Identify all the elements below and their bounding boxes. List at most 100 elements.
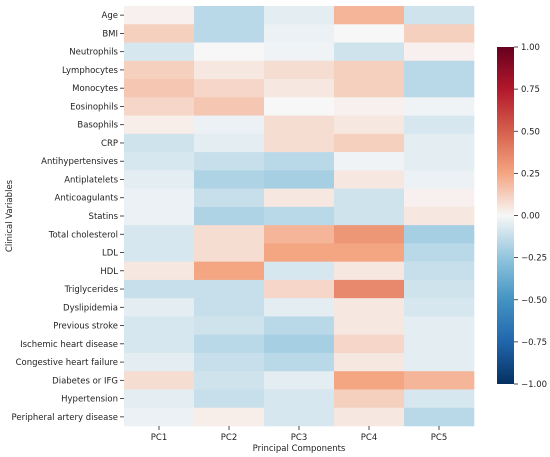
heatmap-cell	[194, 279, 265, 299]
heatmap-cell	[334, 279, 405, 299]
heatmap-cell	[334, 243, 405, 262]
heatmap-cell	[194, 389, 265, 409]
heatmap-cell	[264, 352, 335, 372]
heatmap-cell	[334, 133, 405, 153]
heatmap-cell	[194, 334, 265, 354]
heatmap-cell	[264, 243, 335, 262]
colorbar-tick-label: 0.00	[521, 212, 540, 222]
heatmap-cell	[404, 79, 475, 98]
heatmap-cell	[124, 60, 195, 80]
heatmap-cell	[334, 298, 405, 317]
heatmap-cell	[334, 79, 405, 98]
heatmap-cell	[404, 407, 475, 427]
heatmap-cell	[264, 371, 335, 390]
heatmap-cell	[264, 298, 335, 317]
heatmap-cell	[124, 97, 195, 116]
heatmap-cell	[334, 261, 405, 281]
colorbar-tick-label: −0.75	[521, 338, 547, 348]
heatmap-cell	[334, 42, 405, 62]
heatmap-cell	[404, 261, 475, 281]
y-tick-label: Antihypertensives	[41, 157, 118, 167]
heatmap-cell	[194, 42, 265, 62]
y-tick-label: Ischemic heart disease	[20, 340, 118, 350]
heatmap-cell	[334, 188, 405, 208]
heatmap-cell	[334, 407, 405, 427]
heatmap-cell	[124, 243, 195, 262]
heatmap-cell	[264, 279, 335, 299]
heatmap-cell	[404, 188, 475, 208]
heatmap-cell	[404, 170, 475, 189]
heatmap-cell	[334, 334, 405, 354]
heatmap-cell	[124, 316, 195, 335]
heatmap-cell	[194, 352, 265, 372]
heatmap-cell	[334, 225, 405, 244]
colorbar-tick-label: −0.25	[521, 254, 547, 264]
heatmap-cell	[124, 115, 195, 135]
y-tick-label: Previous stroke	[53, 322, 118, 332]
y-tick-label: LDL	[102, 249, 118, 259]
y-axis-title: Clinical Variables	[5, 179, 15, 252]
heatmap-cell	[264, 261, 335, 281]
heatmap-cell	[404, 279, 475, 299]
x-tick-label: PC4	[361, 433, 377, 443]
heatmap-cell	[264, 97, 335, 116]
x-tick-label: PC5	[431, 433, 447, 443]
heatmap-cell	[264, 115, 335, 135]
y-tick-label: Diabetes or IFG	[52, 376, 118, 386]
heatmap-cell	[124, 225, 195, 244]
colorbar-tick-label: 1.00	[521, 43, 540, 53]
heatmap-cell	[404, 371, 475, 390]
heatmap-cell	[404, 225, 475, 244]
heatmap-cell	[334, 115, 405, 135]
heatmap-cell	[334, 6, 405, 25]
heatmap-cell	[264, 133, 335, 153]
y-tick-label: Monocytes	[72, 84, 118, 94]
heatmap-cell	[124, 206, 195, 226]
heatmap-cell	[194, 115, 265, 135]
heatmap-cell	[124, 6, 195, 25]
y-tick-label: CRP	[101, 139, 118, 149]
heatmap-cell	[264, 206, 335, 226]
heatmap-cell	[124, 152, 195, 171]
y-tick-label: Anticoagulants	[55, 194, 119, 204]
heatmap-cell	[404, 334, 475, 354]
y-tick-label: Total cholesterol	[48, 230, 118, 240]
heatmap-cell	[264, 170, 335, 189]
colorbar	[497, 47, 514, 384]
heatmap-cell	[124, 261, 195, 281]
colorbar-ticks: −1.00 −0.75 −0.50 −0.25 0.00 0.25 0.50 0.75 1.00	[514, 43, 547, 390]
heatmap-cell	[124, 42, 195, 62]
y-tick-label: Dyslipidemia	[63, 303, 118, 313]
heatmap-cell	[334, 316, 405, 335]
heatmap-cell	[194, 170, 265, 189]
heatmap-cell	[124, 170, 195, 189]
heatmap-cell	[404, 316, 475, 335]
heatmap-cell	[404, 389, 475, 409]
heatmap-cell	[334, 152, 405, 171]
heatmap-cell	[404, 60, 475, 80]
heatmap-cell	[404, 115, 475, 135]
heatmap-cell	[124, 298, 195, 317]
y-axis-ticks: Age BMI Neutrophils Lymphocytes Monocytes Eos…	[12, 11, 124, 423]
heatmap-cell	[404, 24, 475, 43]
heatmap-cell	[404, 42, 475, 62]
heatmap-cell	[194, 152, 265, 171]
heatmap-cell	[334, 206, 405, 226]
heatmap-cell	[404, 298, 475, 317]
heatmap-cell	[194, 133, 265, 153]
heatmap-cell	[404, 6, 475, 25]
heatmap-cell	[194, 6, 265, 25]
heatmap-cell	[334, 352, 405, 372]
heatmap-cell	[264, 6, 335, 25]
heatmap-cell	[404, 133, 475, 153]
y-tick-label: Lymphocytes	[62, 66, 119, 76]
heatmap-cell	[264, 225, 335, 244]
y-tick-label: Basophils	[77, 121, 118, 131]
y-tick-label: Peripheral artery disease	[12, 413, 118, 423]
heatmap-cell	[194, 24, 265, 43]
heatmap-cell	[194, 225, 265, 244]
heatmap-cell	[264, 24, 335, 43]
heatmap-cell	[264, 60, 335, 80]
y-tick-label: Triglycerides	[64, 285, 119, 295]
